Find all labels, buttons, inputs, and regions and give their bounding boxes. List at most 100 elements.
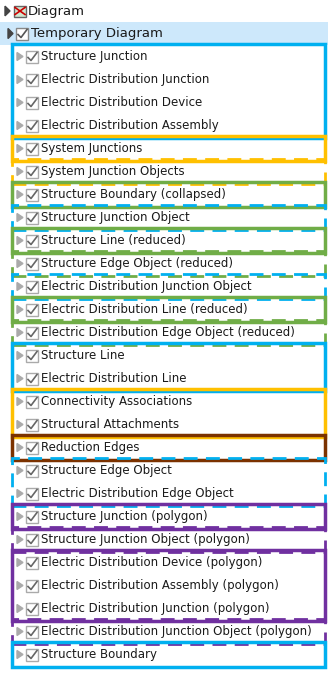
Polygon shape <box>17 605 23 612</box>
Polygon shape <box>17 420 23 429</box>
Polygon shape <box>17 351 23 360</box>
Bar <box>26 258 38 269</box>
Bar <box>26 626 38 638</box>
Text: System Junction Objects: System Junction Objects <box>41 165 185 178</box>
Bar <box>26 349 38 361</box>
Text: Electric Distribution Junction: Electric Distribution Junction <box>41 73 209 86</box>
Polygon shape <box>8 29 13 38</box>
Polygon shape <box>5 6 10 16</box>
Bar <box>26 74 38 86</box>
Bar <box>14 183 325 206</box>
Polygon shape <box>17 99 23 106</box>
Bar <box>26 580 38 592</box>
Bar <box>12 435 325 460</box>
Bar <box>26 372 38 384</box>
Text: Structure Boundary: Structure Boundary <box>41 648 157 661</box>
Text: Structure Boundary (collapsed): Structure Boundary (collapsed) <box>41 188 226 201</box>
Polygon shape <box>17 283 23 290</box>
Text: Structure Line: Structure Line <box>41 349 125 362</box>
Bar <box>26 166 38 177</box>
Text: Electric Distribution Line (reduced): Electric Distribution Line (reduced) <box>41 303 248 316</box>
Bar <box>26 212 38 223</box>
Polygon shape <box>17 443 23 452</box>
Bar <box>14 6 26 17</box>
Polygon shape <box>17 168 23 175</box>
Text: Temporary Diagram: Temporary Diagram <box>31 27 163 40</box>
Polygon shape <box>17 191 23 198</box>
Bar <box>26 235 38 246</box>
Bar <box>14 344 325 367</box>
Text: Diagram: Diagram <box>28 4 85 17</box>
Bar <box>26 441 38 454</box>
Bar <box>12 136 325 161</box>
Bar <box>12 504 325 529</box>
Bar <box>14 482 325 505</box>
Bar <box>12 642 325 667</box>
Bar <box>14 298 325 321</box>
Bar <box>14 114 325 137</box>
Polygon shape <box>17 397 23 406</box>
Polygon shape <box>17 535 23 544</box>
Bar <box>14 229 325 252</box>
Bar <box>12 389 325 437</box>
Polygon shape <box>17 329 23 336</box>
Polygon shape <box>17 122 23 129</box>
Bar <box>0 22 328 45</box>
Polygon shape <box>17 237 23 244</box>
Bar <box>26 418 38 431</box>
Text: Structure Junction Object (polygon): Structure Junction Object (polygon) <box>41 533 250 546</box>
Bar <box>26 51 38 63</box>
Text: Structure Junction: Structure Junction <box>41 50 148 63</box>
Bar <box>26 649 38 661</box>
Bar <box>14 91 325 114</box>
Text: Electric Distribution Assembly: Electric Distribution Assembly <box>41 119 219 132</box>
Bar <box>14 528 325 551</box>
Text: Electric Distribution Junction Object (polygon): Electric Distribution Junction Object (p… <box>41 625 312 638</box>
Text: Connectivity Associations: Connectivity Associations <box>41 395 192 408</box>
Bar <box>14 436 325 459</box>
Bar <box>26 487 38 500</box>
Polygon shape <box>17 512 23 521</box>
Bar <box>26 557 38 569</box>
Text: Structure Line (reduced): Structure Line (reduced) <box>41 234 186 247</box>
Polygon shape <box>17 374 23 383</box>
Polygon shape <box>17 558 23 567</box>
Bar <box>26 510 38 523</box>
Polygon shape <box>17 628 23 635</box>
Text: Electric Distribution Device (polygon): Electric Distribution Device (polygon) <box>41 556 262 569</box>
Text: Structure Junction Object: Structure Junction Object <box>41 211 190 224</box>
Text: Structure Edge Object (reduced): Structure Edge Object (reduced) <box>41 257 233 270</box>
Bar <box>26 534 38 546</box>
Text: Structural Attachments: Structural Attachments <box>41 418 179 431</box>
Bar <box>14 413 325 436</box>
Bar <box>12 159 325 184</box>
Polygon shape <box>17 75 23 84</box>
Bar <box>14 574 325 597</box>
Bar <box>12 297 325 322</box>
Polygon shape <box>17 260 23 267</box>
Polygon shape <box>17 651 23 658</box>
Bar <box>26 143 38 155</box>
Bar <box>14 206 325 229</box>
Polygon shape <box>17 145 23 152</box>
Bar <box>12 228 325 253</box>
Bar <box>14 321 325 344</box>
Bar <box>12 527 325 552</box>
Text: Reduction Edges: Reduction Edges <box>41 441 139 454</box>
Text: Electric Distribution Device: Electric Distribution Device <box>41 96 202 109</box>
Bar <box>12 320 325 345</box>
Bar <box>14 252 325 275</box>
Polygon shape <box>17 581 23 590</box>
Bar <box>26 326 38 338</box>
Bar <box>14 643 325 666</box>
Bar <box>12 182 325 207</box>
Bar <box>12 619 325 644</box>
Polygon shape <box>17 466 23 475</box>
Bar <box>14 68 325 91</box>
Polygon shape <box>17 306 23 313</box>
Bar <box>12 44 325 138</box>
Bar <box>26 189 38 200</box>
Text: Electric Distribution Line: Electric Distribution Line <box>41 372 187 385</box>
Bar <box>26 303 38 315</box>
Text: Structure Edge Object: Structure Edge Object <box>41 464 172 477</box>
